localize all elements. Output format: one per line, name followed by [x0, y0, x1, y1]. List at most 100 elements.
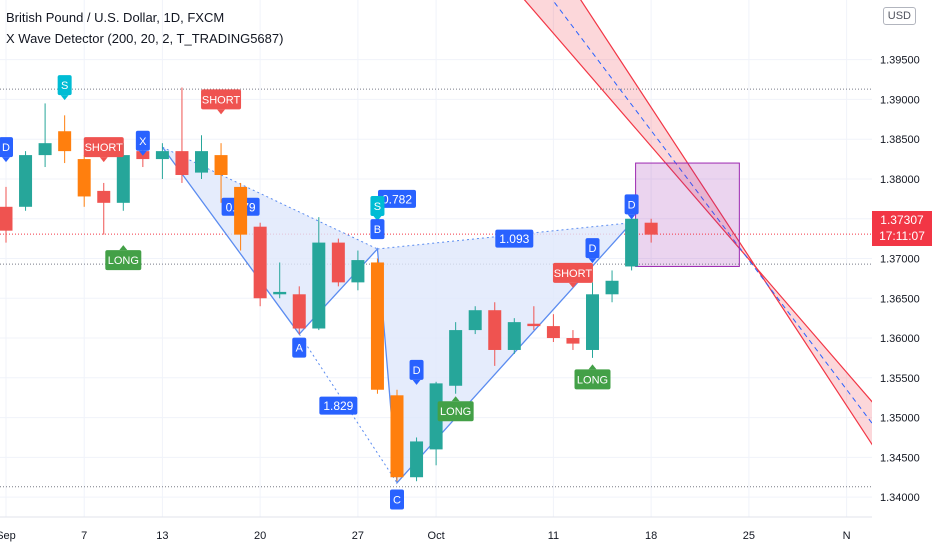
price-tick-label: 1.36500 [880, 293, 920, 305]
signal-label-bg [135, 130, 150, 151]
signal-label: C [393, 495, 401, 507]
signal-label: SHORT [554, 268, 593, 280]
candle-body [273, 291, 287, 295]
ratio-label: 1.829 [323, 399, 353, 413]
bar-countdown: 17:11:07 [879, 229, 925, 243]
signal-label-bg [390, 489, 404, 510]
label-pointer [119, 245, 128, 251]
regression-channel [523, 0, 887, 466]
signal-label-bg [292, 337, 307, 358]
candle-body [605, 280, 619, 295]
ratio-label-bg [319, 396, 358, 415]
price-tick-label: 1.38500 [880, 134, 920, 146]
signal-label-bg [370, 219, 385, 240]
time-tick-label: Oct [428, 530, 445, 542]
signal-label: D [413, 365, 421, 377]
price-tick-label: 1.39000 [880, 94, 920, 106]
channel-lower-line [580, 0, 887, 466]
signal-label: S [374, 201, 381, 213]
label-pointer [412, 379, 421, 385]
candle-body [586, 294, 599, 350]
signal-label-bg [57, 75, 72, 96]
candle-body [507, 322, 521, 350]
signal-label: D [2, 142, 10, 154]
signal-label-bg [552, 262, 593, 283]
signal-label: D [628, 199, 636, 211]
time-tick-label: N [843, 530, 851, 542]
label-pointer [568, 282, 577, 288]
candle-body [77, 159, 91, 197]
ratio-label: 0.782 [382, 192, 412, 206]
signal-label: X [139, 136, 147, 148]
currency-button[interactable]: USD [882, 7, 916, 25]
signal-label-bg [624, 194, 639, 215]
label-pointer [627, 214, 636, 220]
time-axis-bg [0, 517, 872, 550]
time-axis[interactable]: Sep 7 13 20 27 Oct 11 18 25 N [0, 516, 872, 550]
candle-body [234, 186, 248, 235]
label-pointer [60, 95, 69, 101]
time-tick-label: 13 [156, 530, 168, 542]
candle-body [312, 242, 326, 329]
price-tick-label: 1.35000 [880, 413, 920, 425]
candle-body [390, 395, 404, 478]
signal-label-bg [574, 369, 611, 390]
signal-label-bg [105, 250, 142, 271]
time-tick-label: 11 [548, 530, 559, 542]
price-tick-label: 1.34000 [880, 492, 920, 504]
signal-label-bg [0, 137, 13, 158]
signal-label-bg [83, 137, 124, 158]
candle-body [468, 310, 482, 331]
last-price-value: 1.37307 [880, 213, 924, 227]
signal-label-bg [585, 238, 600, 259]
label-pointer [99, 157, 108, 163]
target-zone-rect [635, 162, 740, 267]
price-axis[interactable]: 1.395001.390001.385001.380001.375001.370… [872, 0, 932, 550]
price-tick-label: 1.36000 [880, 333, 920, 345]
candle-body [546, 326, 560, 339]
candle-body [38, 143, 52, 156]
signal-label: D [589, 243, 597, 255]
candle-body [625, 218, 639, 267]
candle-body [370, 262, 384, 390]
price-tick-label: 1.38000 [880, 174, 920, 186]
candle-body [449, 330, 463, 386]
time-tick-label: 25 [743, 530, 755, 542]
time-tick-label: 20 [254, 530, 266, 542]
candle-body [214, 155, 228, 175]
indicator-legend[interactable]: X Wave Detector (200, 20, 2, T_TRADING56… [6, 31, 284, 46]
ratio-label-bg [495, 229, 534, 248]
signal-label: S [61, 80, 68, 92]
signal-label: SHORT [202, 94, 241, 106]
candle-body [351, 260, 365, 283]
signal-label-bg [370, 196, 385, 217]
signal-label-bg [201, 89, 242, 110]
label-pointer [138, 150, 147, 156]
candle-body [155, 151, 169, 160]
candle-body [331, 242, 345, 283]
ratio-label: 1.093 [499, 232, 529, 246]
signal-label: A [296, 343, 304, 355]
candle-body [195, 151, 208, 173]
channel-mid-line [552, 0, 887, 442]
candle-body [253, 226, 267, 299]
candle-body [97, 190, 111, 203]
channel-upper-line [523, 0, 887, 418]
price-tick-label: 1.39500 [880, 55, 920, 67]
target-box [635, 162, 740, 267]
last-price-badge: 1.37307 17:11:07 [872, 211, 932, 246]
label-pointer [451, 396, 460, 402]
label-pointer [373, 216, 382, 222]
price-tick-label: 1.37000 [880, 254, 920, 266]
signal-label-bg [409, 359, 424, 380]
candles [0, 87, 658, 482]
signal-label: SHORT [85, 142, 124, 154]
time-tick-label: 7 [81, 530, 87, 542]
price-axis-bg [872, 0, 932, 550]
ratio-label-bg [378, 189, 416, 208]
candle-body [644, 222, 658, 235]
time-tick-label: 18 [645, 530, 657, 542]
pattern-fill-xab [162, 147, 378, 335]
